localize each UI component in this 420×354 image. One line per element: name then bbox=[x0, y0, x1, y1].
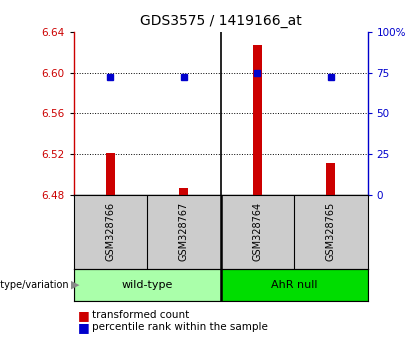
Text: GSM328766: GSM328766 bbox=[105, 202, 115, 262]
Text: ▶: ▶ bbox=[71, 280, 80, 290]
Text: GSM328765: GSM328765 bbox=[326, 202, 336, 262]
Title: GDS3575 / 1419166_at: GDS3575 / 1419166_at bbox=[139, 14, 302, 28]
Text: GSM328767: GSM328767 bbox=[179, 202, 189, 262]
Bar bbox=[253, 45, 262, 195]
Text: percentile rank within the sample: percentile rank within the sample bbox=[92, 322, 268, 332]
Bar bbox=[326, 163, 335, 195]
Text: AhR null: AhR null bbox=[271, 280, 317, 290]
Text: genotype/variation: genotype/variation bbox=[0, 280, 69, 290]
Text: GSM328764: GSM328764 bbox=[252, 202, 262, 262]
Text: transformed count: transformed count bbox=[92, 310, 190, 320]
Bar bbox=[106, 153, 115, 195]
Bar bbox=[179, 188, 188, 195]
Bar bbox=[220, 269, 368, 301]
Text: ■: ■ bbox=[78, 321, 89, 334]
Bar bbox=[74, 269, 220, 301]
Text: ■: ■ bbox=[78, 309, 89, 321]
Text: wild-type: wild-type bbox=[121, 280, 173, 290]
